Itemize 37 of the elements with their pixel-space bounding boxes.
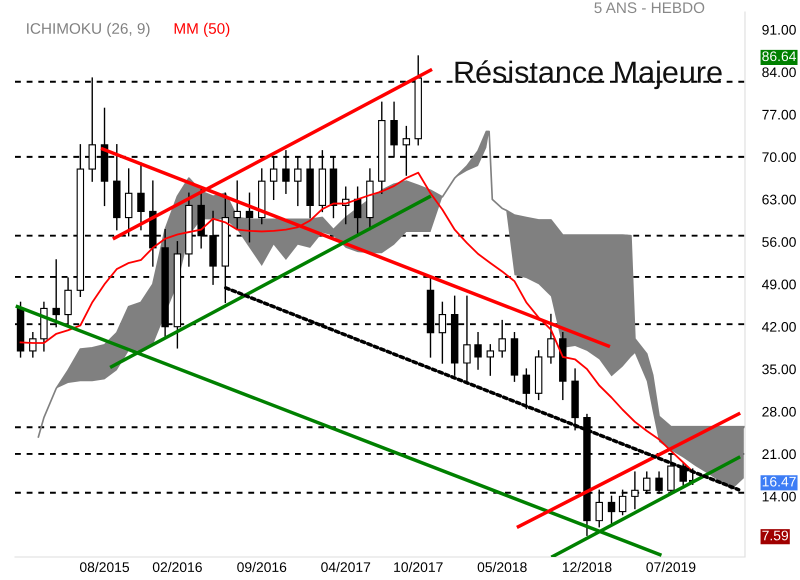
y-tick-label: 28.00 — [762, 406, 796, 417]
y-tick-label: 56.00 — [762, 237, 796, 247]
x-tick-label: 10/2017 — [394, 562, 443, 572]
candlestick — [246, 192, 254, 242]
x-tick-label: 02/2016 — [152, 562, 202, 572]
y-tick-label: 91.00 — [762, 24, 796, 35]
y-tick-label: 77.00 — [762, 110, 796, 120]
candlestick — [463, 296, 471, 382]
y-tick-label: 86.64 — [762, 51, 796, 62]
candlestick — [354, 186, 362, 236]
y-tick-label: 35.00 — [762, 364, 796, 374]
y-tick-label: 63.00 — [762, 194, 796, 204]
x-tick-label: 04/2017 — [321, 562, 370, 572]
y-tick-label: 14.00 — [762, 492, 796, 502]
candlestick — [547, 314, 555, 364]
x-tick-label: 05/2018 — [478, 562, 527, 572]
candlestick — [474, 332, 482, 370]
x-tick-label: 09/2016 — [237, 562, 286, 572]
y-tick-label: 70.00 — [762, 152, 796, 162]
x-tick-label: 12/2018 — [562, 562, 612, 572]
y-tick-label: 42.00 — [762, 322, 796, 332]
text: MM (50) — [174, 22, 230, 37]
candlestick — [522, 368, 530, 410]
y-tick-label: 84.00 — [762, 67, 796, 78]
candlestick — [486, 344, 494, 376]
candlestick — [233, 180, 241, 230]
candlestick — [608, 496, 616, 526]
x-tick-label: 07/2019 — [646, 562, 696, 572]
candlestick — [498, 320, 506, 358]
y-tick-label: 21.00 — [762, 449, 796, 460]
text: ICHIMOKU (26, 9) — [27, 22, 150, 37]
y-tick-label: 16.47 — [762, 476, 796, 487]
y-tick-label: 7.59 — [762, 530, 788, 540]
annotation: Résistance Majeure — [456, 60, 722, 90]
x-tick-label: 08/2015 — [80, 562, 130, 572]
chart-subtitle: 5 ANS - HEBDO — [594, 2, 704, 14]
y-tick-label: 49.00 — [762, 280, 796, 290]
